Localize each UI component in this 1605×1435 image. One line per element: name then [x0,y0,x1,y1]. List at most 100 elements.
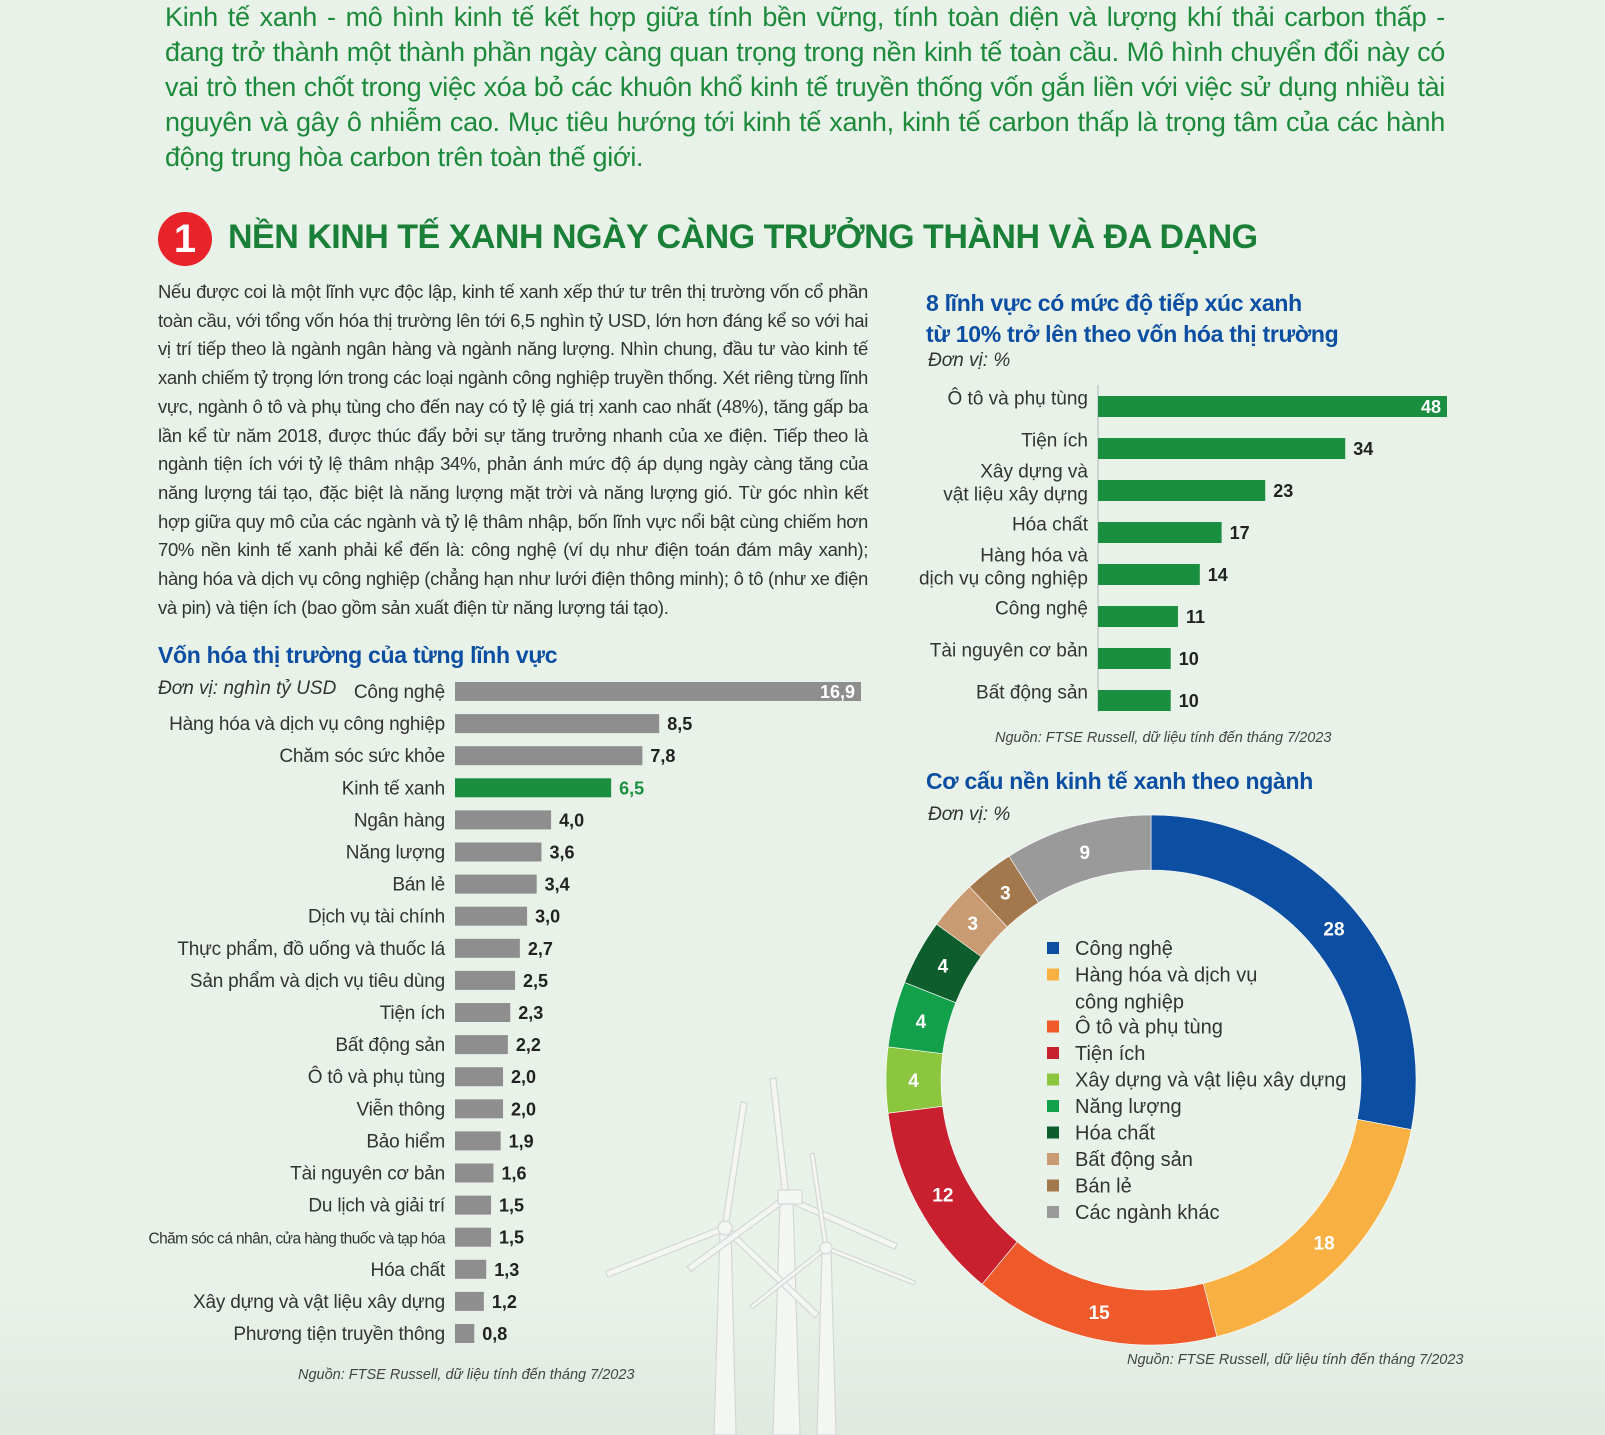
market-cap-value-label: 1,6 [501,1164,526,1184]
market-cap-bar [455,1163,494,1183]
market-cap-category-label: Ô tô và phụ tùng [308,1066,445,1088]
green-exposure-bar [1098,564,1200,585]
market-cap-bar [455,682,861,701]
donut-slice [1008,814,1152,904]
donut-legend-label: Hàng hóa và dịch vụ [1075,965,1257,987]
donut-legend-swatch [1047,1126,1059,1139]
market-cap-category-label: Tài nguyên cơ bản [290,1164,445,1185]
market-cap-chart-title: Vốn hóa thị trường của từng lĩnh vực [158,642,558,668]
donut-value-label: 4 [908,1071,919,1092]
market-cap-category-label: Kinh tế xanh [342,778,445,799]
market-cap-category-label: Tiện ích [380,1003,445,1024]
market-cap-value-label: 2,5 [523,971,548,991]
market-cap-value-label: 3,0 [535,907,560,927]
market-cap-category-label: Bán lẻ [392,875,445,896]
green-exposure-value-label: 11 [1186,607,1205,627]
market-cap-value-label: 6,5 [619,778,644,798]
donut-legend-swatch [1047,1153,1059,1165]
green-exposure-category-label: Công nghệ [995,599,1088,620]
section-number-badge: 1 [158,212,212,266]
market-cap-category-label: Chăm sóc sức khỏe [279,746,445,767]
donut-legend-label: Các ngành khác [1075,1202,1220,1224]
green-exposure-chart-unit: Đơn vị: % [928,350,1011,371]
donut-legend-label: Bất động sản [1075,1149,1193,1171]
market-cap-bar [455,1291,484,1311]
green-exposure-title-line-1: 8 lĩnh vực có mức độ tiếp xúc xanh [926,290,1302,316]
market-cap-value-label: 1,2 [492,1292,517,1312]
green-exposure-value-label: 17 [1230,523,1250,543]
green-exposure-value-label: 23 [1273,481,1293,501]
market-cap-value-label: 1,5 [499,1196,524,1216]
market-cap-value-label: 3,6 [549,843,574,863]
green-exposure-category-label: Ô tô và phụ tùng [948,388,1089,410]
section-title: NỀN KINH TẾ XANH NGÀY CÀNG TRƯỞNG THÀNH … [228,218,1258,256]
green-exposure-category-label: dịch vụ công nghiệp [919,569,1088,590]
green-exposure-category-label: Tiện ích [1021,431,1088,452]
donut-legend-swatch [1047,1047,1059,1059]
wind-turbine-icon [604,1077,917,1435]
market-cap-category-label: Sản phẩm và dịch vụ tiêu dùng [190,971,445,992]
market-cap-value-label: 8,5 [667,714,692,734]
green-exposure-title-line-2: từ 10% trở lên theo vốn hóa thị trường [926,321,1339,347]
green-exposure-bar [1098,606,1178,627]
market-cap-bar [455,714,660,734]
donut-value-label: 3 [1000,883,1011,904]
market-cap-category-label: Bảo hiểm [366,1131,445,1152]
market-cap-bar [455,1324,475,1343]
market-cap-bar [455,746,643,766]
green-exposure-bar [1098,522,1222,543]
green-exposure-value-label: 48 [1421,397,1441,417]
donut-legend-label: Công nghệ [1075,938,1173,960]
donut-slice [1202,1118,1412,1338]
market-cap-value-label: 2,0 [511,1067,536,1087]
market-cap-category-label: Dịch vụ tài chính [308,907,445,928]
green-exposure-chart-title: 8 lĩnh vực có mức độ tiếp xúc xanh từ 10… [926,288,1339,350]
donut-legend-swatch [1047,1073,1059,1086]
donut-legend-swatch [1047,1206,1059,1218]
market-cap-chart-source: Nguồn: FTSE Russell, dữ liệu tính đến th… [298,1367,635,1383]
green-exposure-bar-chart: Ô tô và phụ tùng 48 Tiện ích 34 Xây dựng vàv… [919,385,1447,712]
donut-legend-label: Năng lượng [1075,1096,1182,1118]
market-cap-category-label: Xây dựng và vật liệu xây dựng [193,1292,445,1313]
donut-legend-swatch [1047,1100,1059,1112]
donut-legend-label: Tiện ích [1075,1043,1145,1065]
donut-value-label: 12 [932,1185,953,1206]
donut-value-label: 28 [1323,920,1344,941]
market-cap-value-label: 1,9 [509,1131,534,1151]
market-cap-category-label: Hàng hóa và dịch vụ công nghiệp [169,714,445,735]
green-exposure-category-label: vật liệu xây dựng [943,485,1088,506]
green-exposure-bar [1098,648,1171,669]
market-cap-bar [455,874,537,894]
market-cap-category-label: Du lịch và giải trí [308,1196,446,1217]
green-economy-donut-chart: 28 18 15 12 4 4 4 33 9 Công nghệ Hàng hóa và dịch … [885,814,1417,1346]
market-cap-bar [455,1227,492,1247]
donut-legend-label: Ô tô và phụ tùng [1075,1016,1223,1039]
green-exposure-value-label: 34 [1353,439,1373,459]
market-cap-category-label: Phương tiện truyền thông [233,1324,445,1345]
market-cap-value-label: 0,8 [482,1324,507,1344]
donut-value-label: 9 [1079,843,1090,864]
market-cap-bar [455,1131,501,1151]
market-cap-value-label: 1,5 [499,1228,524,1248]
green-exposure-bar [1098,396,1447,417]
donut-legend-label: công nghiệp [1075,992,1184,1014]
market-cap-bar [455,906,528,926]
donut-legend-swatch [1047,942,1059,954]
donut-chart-source: Nguồn: FTSE Russell, dữ liệu tính đến th… [1127,1352,1464,1368]
donut-value-label: 15 [1089,1303,1111,1324]
market-cap-bar [455,1195,492,1215]
market-cap-category-label: Công nghệ [354,682,445,703]
market-cap-bar [455,1003,511,1022]
market-cap-value-label: 1,3 [494,1260,519,1280]
market-cap-category-label: Ngân hàng [354,810,445,831]
donut-value-label: 3 [968,914,979,935]
green-exposure-bar [1098,480,1266,501]
market-cap-value-label: 2,0 [511,1099,536,1119]
section-body-text: Nếu được coi là một lĩnh vực độc lập, ki… [158,281,868,618]
intro-paragraph: Kinh tế xanh - mô hình kinh tế kết hợp g… [165,2,1445,172]
market-cap-bar [455,970,516,990]
donut-legend-label: Hóa chất [1075,1123,1155,1145]
green-exposure-value-label: 10 [1179,649,1199,669]
donut-slice [981,1241,1218,1346]
